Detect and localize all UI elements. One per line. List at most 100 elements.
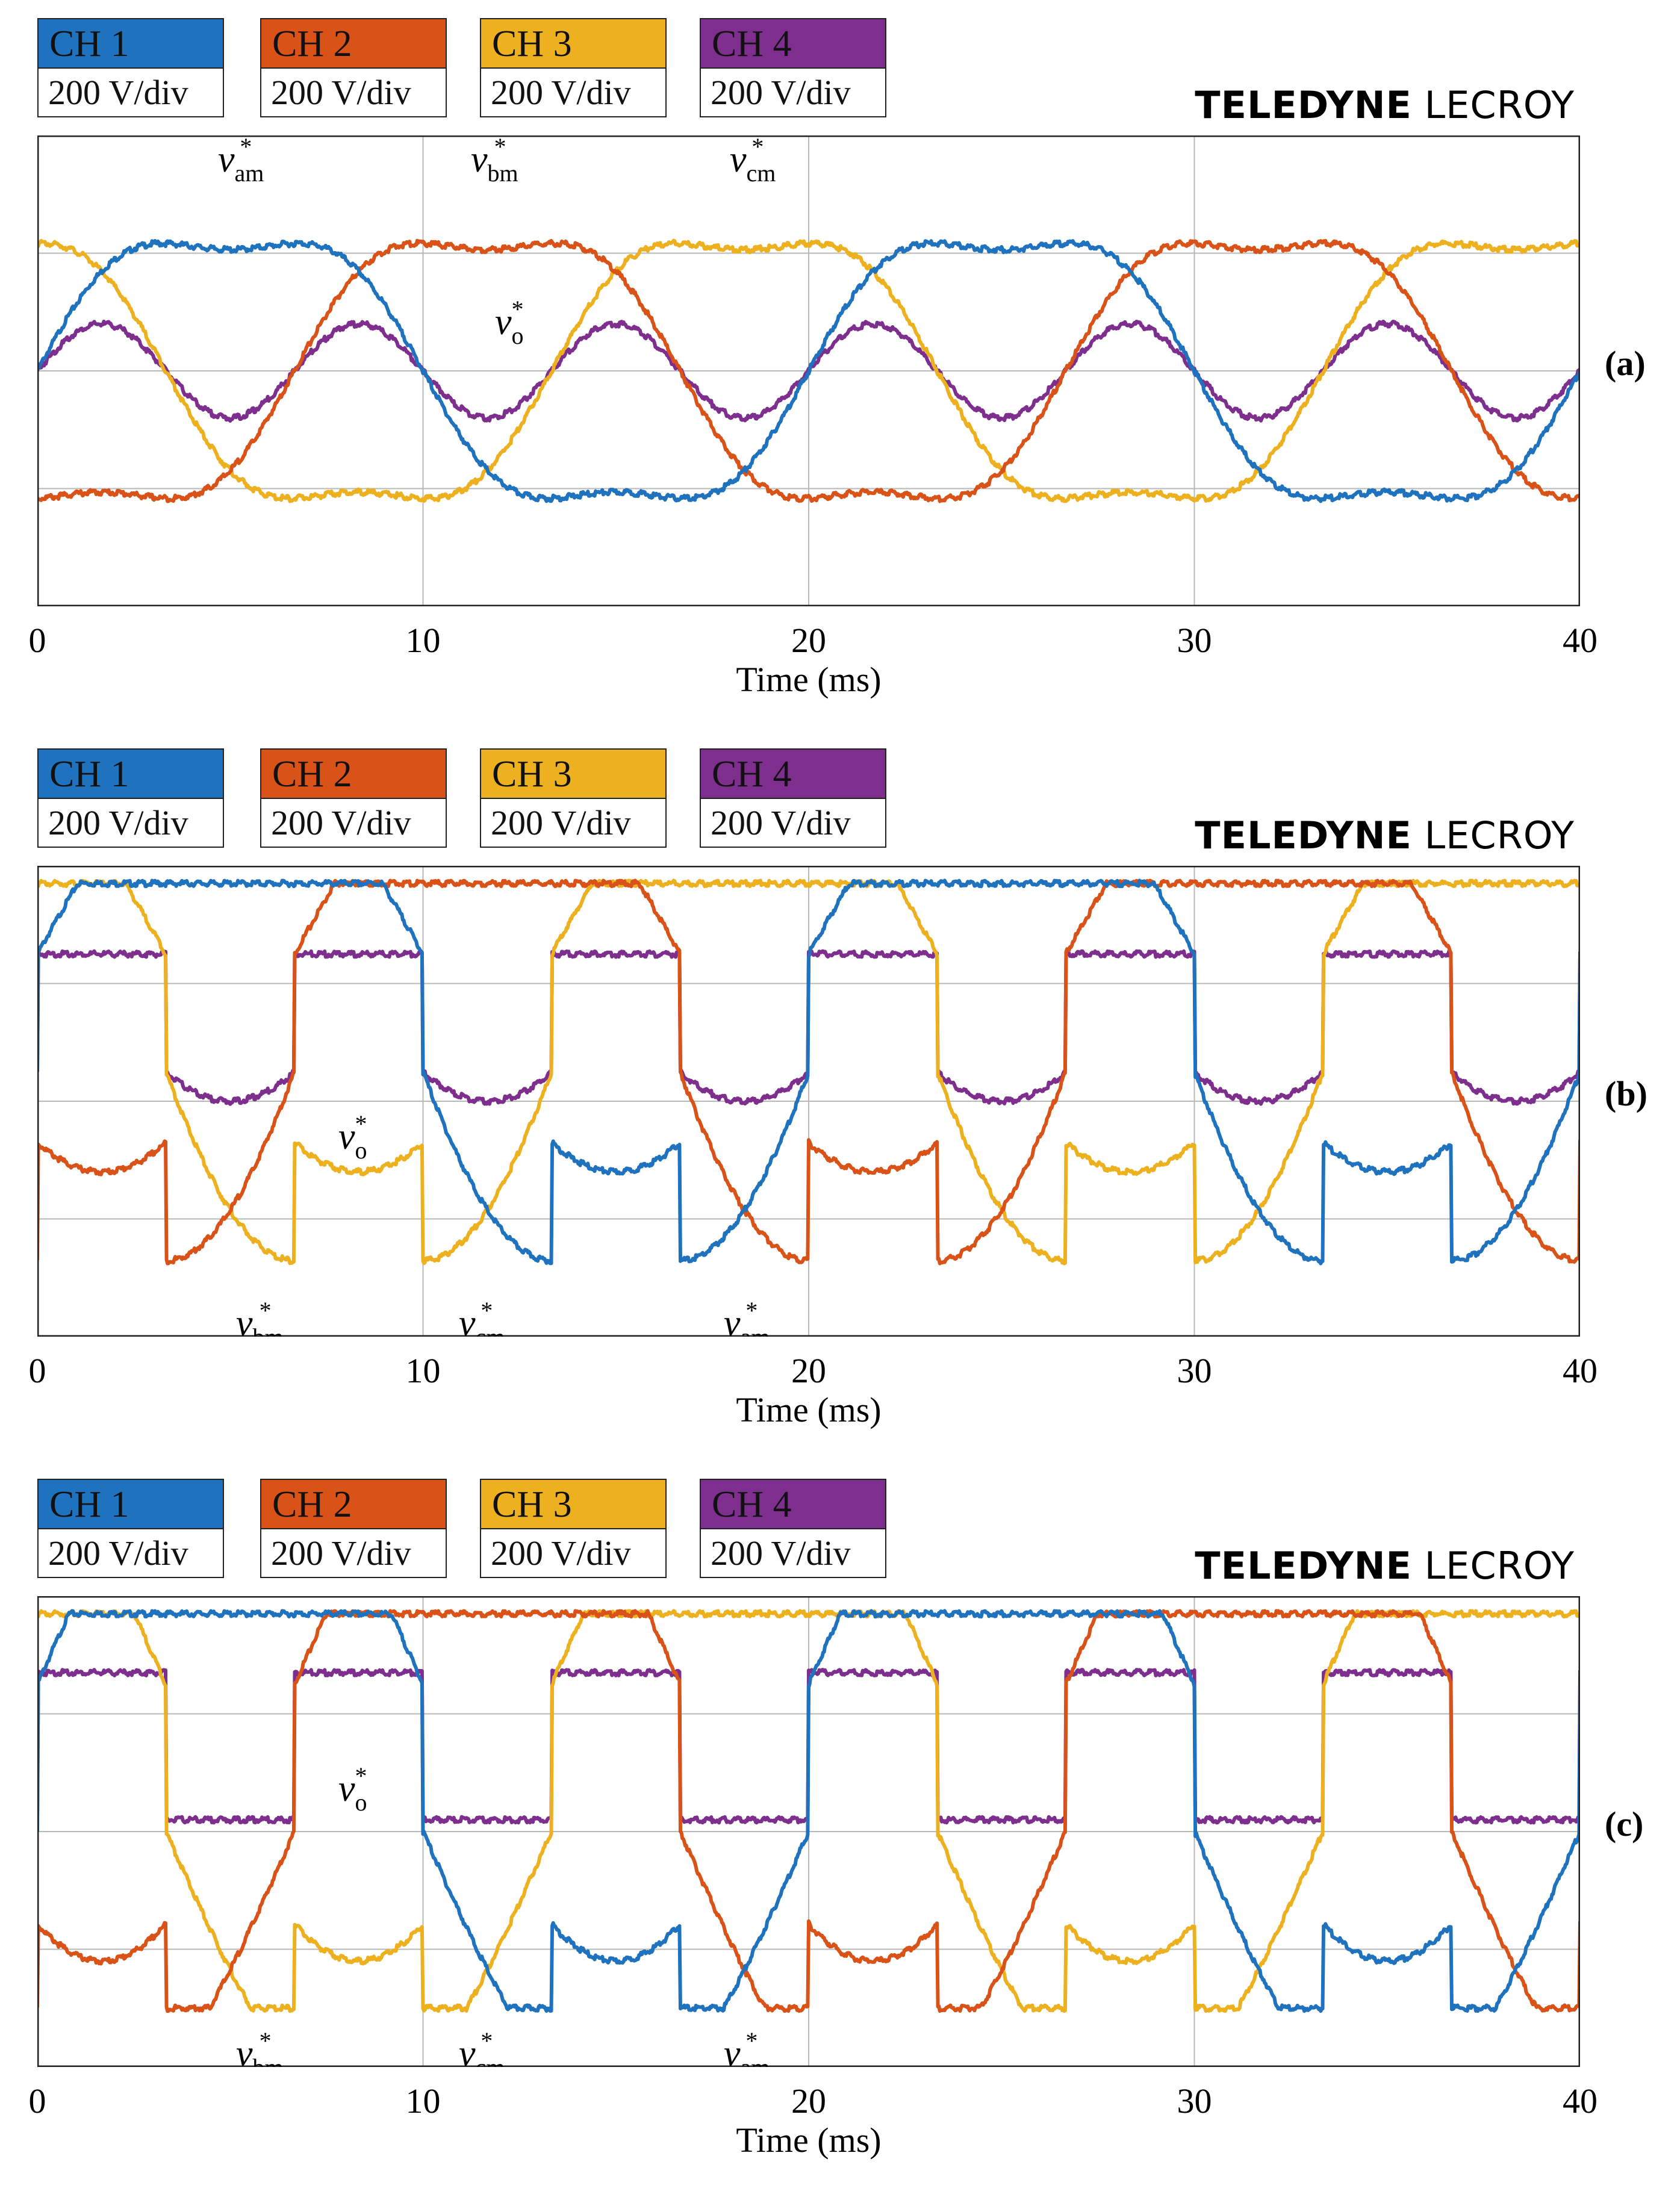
channel-box-1: CH 1 200 V/div xyxy=(37,748,224,848)
channel-box-4: CH 4 200 V/div xyxy=(700,1479,886,1578)
annotation-base: v xyxy=(724,1303,741,1337)
annotation-sup: * xyxy=(512,296,524,323)
annotation-base: v xyxy=(338,1116,355,1157)
x-tick-label: 30 xyxy=(1177,2081,1212,2121)
annotation-sup: * xyxy=(260,2027,272,2054)
annotation-bm: vbm* xyxy=(236,2027,284,2067)
annotation-sup: * xyxy=(751,135,764,160)
annotation-am: vam* xyxy=(724,1297,770,1337)
plot-frame xyxy=(37,135,1580,606)
annotation-sub: o xyxy=(512,322,524,349)
annotation-cm: vcm* xyxy=(459,1297,505,1337)
annotation-sup: * xyxy=(745,1297,758,1324)
x-axis-label: Time (ms) xyxy=(736,2121,882,2160)
channel-scale-2: 200 V/div xyxy=(261,69,446,116)
channel-label-2: CH 2 xyxy=(261,750,446,799)
annotation-am: vam* xyxy=(218,135,264,187)
plot-frame xyxy=(37,866,1580,1337)
brand-logo: TELEDYNE LECROY xyxy=(1195,1544,1575,1588)
brand-logo: TELEDYNE LECROY xyxy=(1195,813,1575,857)
series-line-v-am xyxy=(37,878,1580,1266)
series-line-v-cm xyxy=(37,1609,1580,2013)
channel-scale-2: 200 V/div xyxy=(261,1529,446,1577)
channel-label-3: CH 3 xyxy=(481,19,665,69)
x-tick-label: 10 xyxy=(405,1351,441,1390)
channel-box-3: CH 3 200 V/div xyxy=(480,748,667,848)
panel-label: (b) xyxy=(1605,1074,1647,1113)
channel-label-3: CH 3 xyxy=(481,1480,665,1529)
brand-bold: TELEDYNE xyxy=(1195,83,1412,127)
annotation-base: v xyxy=(218,139,235,180)
x-tick-label: 0 xyxy=(28,621,46,660)
annotation-sub: am xyxy=(741,2054,770,2067)
chart-panel-b: CH 1 200 V/div CH 2 200 V/div CH 3 200 V/div C… xyxy=(0,730,1680,1461)
channel-box-4: CH 4 200 V/div xyxy=(700,748,886,848)
x-tick-label: 20 xyxy=(791,621,826,660)
channel-label-1: CH 1 xyxy=(39,1480,223,1529)
plot-area: vo*vbm*vcm*vam* xyxy=(37,1596,1580,2067)
channel-label-1: CH 1 xyxy=(39,19,223,69)
x-tick-label: 10 xyxy=(405,2081,441,2121)
x-tick-label: 10 xyxy=(405,621,441,660)
x-tick-label: 40 xyxy=(1563,621,1598,660)
annotation-sub: cm xyxy=(747,160,776,187)
channel-scale-3: 200 V/div xyxy=(481,799,665,847)
x-tick-label: 20 xyxy=(791,2081,826,2121)
channel-box-1: CH 1 200 V/div xyxy=(37,1479,224,1578)
x-tick-label: 20 xyxy=(791,1351,826,1390)
brand-light: LECROY xyxy=(1424,83,1575,127)
annotation-sup: * xyxy=(481,1297,493,1324)
x-tick-label: 0 xyxy=(28,2081,46,2121)
channel-box-2: CH 2 200 V/div xyxy=(260,18,447,117)
channel-label-1: CH 1 xyxy=(39,750,223,799)
annotation-sup: * xyxy=(240,135,252,160)
brand-light: LECROY xyxy=(1424,813,1575,857)
chart-panel-a: CH 1 200 V/div CH 2 200 V/div CH 3 200 V/div C… xyxy=(0,0,1680,730)
x-tick-label: 40 xyxy=(1563,1351,1598,1390)
series-line-v-bm xyxy=(37,238,1580,503)
x-tick-label: 40 xyxy=(1563,2081,1598,2121)
annotation-o: vo* xyxy=(495,296,524,349)
annotation-base: v xyxy=(338,1768,355,1809)
plot-frame xyxy=(37,1596,1580,2067)
series-line-v-cm xyxy=(37,238,1580,503)
plot-area: vam* vbm* vcm*vo* xyxy=(37,135,1580,606)
annotation-sup: * xyxy=(494,135,506,160)
series-line-v-am xyxy=(37,239,1580,503)
annotation-base: v xyxy=(495,302,512,343)
annotation-sub: bm xyxy=(253,1323,284,1337)
annotation-sup: * xyxy=(355,1762,367,1789)
channel-scale-3: 200 V/div xyxy=(481,69,665,116)
annotation-base: v xyxy=(471,139,488,180)
channel-label-4: CH 4 xyxy=(701,19,885,69)
series-line-v-bm xyxy=(37,1609,1580,2013)
annotation-sup: * xyxy=(745,2027,758,2054)
panel-label: (a) xyxy=(1605,344,1646,383)
annotation-cm: vcm* xyxy=(459,2027,505,2067)
channel-label-4: CH 4 xyxy=(701,1480,885,1529)
channel-box-1: CH 1 200 V/div xyxy=(37,18,224,117)
brand-logo: TELEDYNE LECROY xyxy=(1195,83,1575,127)
channel-scale-1: 200 V/div xyxy=(39,69,223,116)
x-axis-label: Time (ms) xyxy=(736,1390,882,1429)
annotation-cm: vcm* xyxy=(730,135,776,187)
channel-scale-3: 200 V/div xyxy=(481,1529,665,1577)
channel-box-2: CH 2 200 V/div xyxy=(260,748,447,848)
annotation-sub: o xyxy=(355,1789,367,1816)
series-line-v-cm xyxy=(37,878,1580,1266)
x-tick-label: 30 xyxy=(1177,621,1212,660)
annotation-base: v xyxy=(459,1303,476,1337)
brand-bold: TELEDYNE xyxy=(1195,1544,1412,1588)
channel-label-4: CH 4 xyxy=(701,750,885,799)
annotation-sub: bm xyxy=(253,2054,284,2067)
channel-label-2: CH 2 xyxy=(261,1480,446,1529)
annotation-sub: cm xyxy=(476,2054,505,2067)
annotation-sub: am xyxy=(741,1323,770,1337)
annotation-sub: cm xyxy=(476,1323,505,1337)
annotation-base: v xyxy=(730,139,747,180)
annotation-sub: o xyxy=(355,1137,367,1164)
annotation-o: vo* xyxy=(338,1762,367,1816)
panel-label: (c) xyxy=(1605,1804,1644,1844)
annotation-base: v xyxy=(459,2033,476,2067)
channel-box-4: CH 4 200 V/div xyxy=(700,18,886,117)
